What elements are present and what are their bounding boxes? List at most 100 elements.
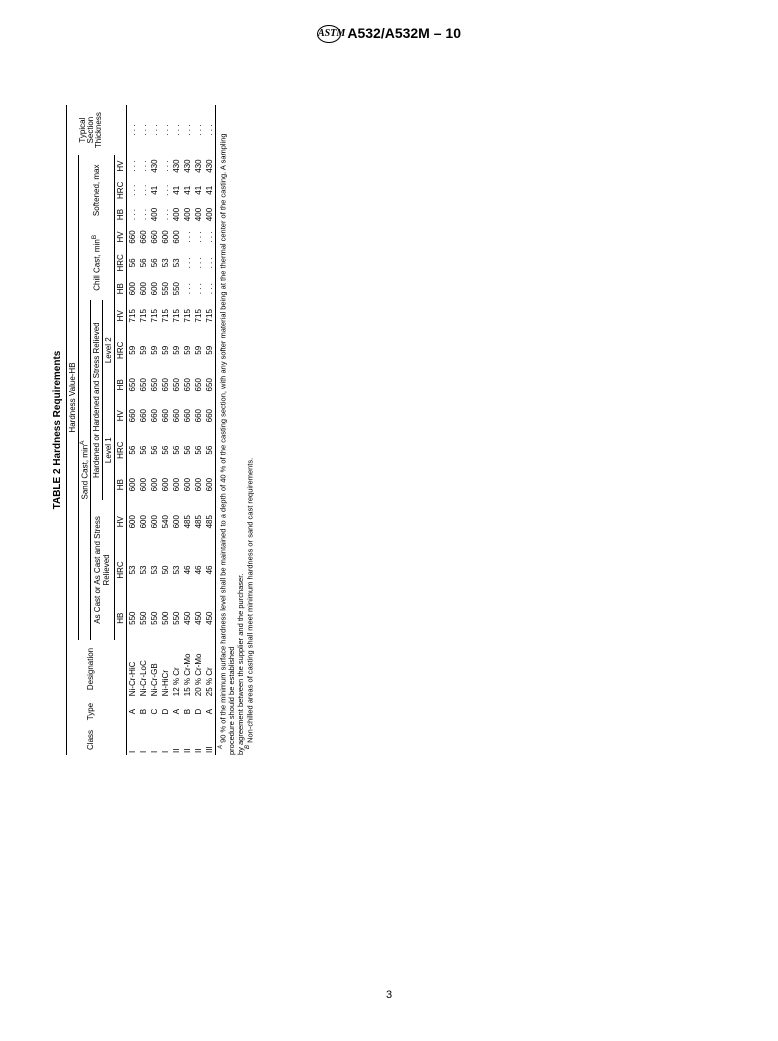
table-cell: 46 <box>182 543 193 596</box>
col-designation: Designation <box>67 640 115 698</box>
table-cell: 550 <box>160 277 171 300</box>
table-cell: 715 <box>204 300 216 331</box>
table-cell: I <box>160 725 171 755</box>
col-hrc: HRC <box>115 543 127 596</box>
table-cell: 650 <box>182 369 193 400</box>
table-cell: . . . <box>171 105 182 155</box>
table-cell: 660 <box>182 400 193 431</box>
col-hb: HB <box>115 204 127 226</box>
table-cell: 56 <box>204 431 216 469</box>
col-hb: HB <box>115 277 127 300</box>
table-cell: 660 <box>127 400 139 431</box>
table-cell: . . . <box>127 155 139 177</box>
designation-title: A532/A532M – 10 <box>347 25 461 41</box>
table-cell: 600 <box>138 469 149 500</box>
table-cell: 59 <box>149 331 160 369</box>
table-cell: 59 <box>193 331 204 369</box>
table-cell: Ni-Cr-GB <box>149 640 160 698</box>
table-cell: 41 <box>171 177 182 204</box>
table-cell: II <box>193 725 204 755</box>
table-cell: 56 <box>127 431 139 469</box>
table-cell: 485 <box>204 500 216 543</box>
table-cell: 59 <box>204 331 216 369</box>
table-cell: Ni-Cr-HiC <box>127 640 139 698</box>
table-cell: 550 <box>171 597 182 640</box>
table-cell: 715 <box>138 300 149 331</box>
table-cell: 53 <box>171 543 182 596</box>
table-cell: 600 <box>149 277 160 300</box>
table-cell: 20 % Cr-Mo <box>193 640 204 698</box>
table-cell: 56 <box>182 431 193 469</box>
table-cell: 41 <box>193 177 204 204</box>
table-cell: II <box>182 725 193 755</box>
level-1: Level 1 <box>103 400 115 500</box>
table-cell: . . . <box>182 277 193 300</box>
table-cell: 660 <box>149 225 160 248</box>
table-cell: 59 <box>182 331 193 369</box>
table-cell: 715 <box>160 300 171 331</box>
table-cell: Ni-HiCr <box>160 640 171 698</box>
table-cell: . . . <box>204 105 216 155</box>
table-cell: 53 <box>149 543 160 596</box>
table-cell: . . . <box>127 105 139 155</box>
table-cell: . . . <box>127 204 139 226</box>
col-hrc: HRC <box>115 331 127 369</box>
table-cell: 25 % Cr <box>204 640 216 698</box>
table-cell: 59 <box>138 331 149 369</box>
table-cell: . . . <box>193 225 204 248</box>
table-cell: 650 <box>127 369 139 400</box>
page-header: ASTM A532/A532M – 10 <box>0 25 778 43</box>
table-cell: . . . <box>193 105 204 155</box>
table-cell: 600 <box>138 500 149 543</box>
table-cell: B <box>138 698 149 725</box>
table-cell: 600 <box>138 277 149 300</box>
page-number: 3 <box>0 989 778 1001</box>
table-cell: 660 <box>160 400 171 431</box>
table-cell: 550 <box>127 597 139 640</box>
table-cell: 430 <box>182 155 193 177</box>
table-cell: 600 <box>204 469 216 500</box>
table-cell: 430 <box>204 155 216 177</box>
col-type: Type <box>67 698 115 725</box>
table-cell: D <box>160 698 171 725</box>
table-cell: 56 <box>149 249 160 278</box>
table-cell: 600 <box>171 469 182 500</box>
table-cell: 400 <box>171 204 182 226</box>
table-cell: 56 <box>160 431 171 469</box>
table-cell: . . . <box>193 249 204 278</box>
table-row: IID20 % Cr-Mo450464856005666065059715. .… <box>193 105 204 755</box>
table-cell: 15 % Cr-Mo <box>182 640 193 698</box>
table-cell: 430 <box>149 155 160 177</box>
table-cell: A <box>204 698 216 725</box>
table-row: IDNi-HiCr5005054060056660650597155505360… <box>160 105 171 755</box>
table-cell: 600 <box>171 225 182 248</box>
table-cell: . . . <box>182 105 193 155</box>
table-cell: 59 <box>127 331 139 369</box>
table-cell: 660 <box>127 225 139 248</box>
table-cell: 650 <box>204 369 216 400</box>
table-cell: . . . <box>138 204 149 226</box>
table-cell: 650 <box>193 369 204 400</box>
table-cell: I <box>138 725 149 755</box>
footnote-a: A 90 % of the minimum surface hardness l… <box>218 105 237 755</box>
table-cell: 400 <box>193 204 204 226</box>
table-cell: . . . <box>204 277 216 300</box>
table-cell: 400 <box>149 204 160 226</box>
col-hb: HB <box>115 369 127 400</box>
table-cell: 400 <box>204 204 216 226</box>
table-body: IANi-Cr-HiC55053600600566606505971560056… <box>127 105 216 755</box>
table-cell: 500 <box>160 597 171 640</box>
table-cell: 53 <box>127 543 139 596</box>
col-hv: HV <box>115 300 127 331</box>
table-cell: III <box>204 725 216 755</box>
table-cell: . . . <box>138 177 149 204</box>
subgroup-ascast: As Cast or As Cast and StressRelieved <box>91 500 115 640</box>
table-row: ICNi-Cr-GB550536006005666065059715600566… <box>149 105 160 755</box>
table-cell: 53 <box>160 249 171 278</box>
table-cell: . . . <box>138 155 149 177</box>
table-cell: 430 <box>171 155 182 177</box>
table-row: IIIA25 % Cr450464856005666065059715. . .… <box>204 105 216 755</box>
table-cell: 41 <box>149 177 160 204</box>
table-cell: 600 <box>149 500 160 543</box>
super-header: Hardness Value-HB <box>67 155 79 640</box>
